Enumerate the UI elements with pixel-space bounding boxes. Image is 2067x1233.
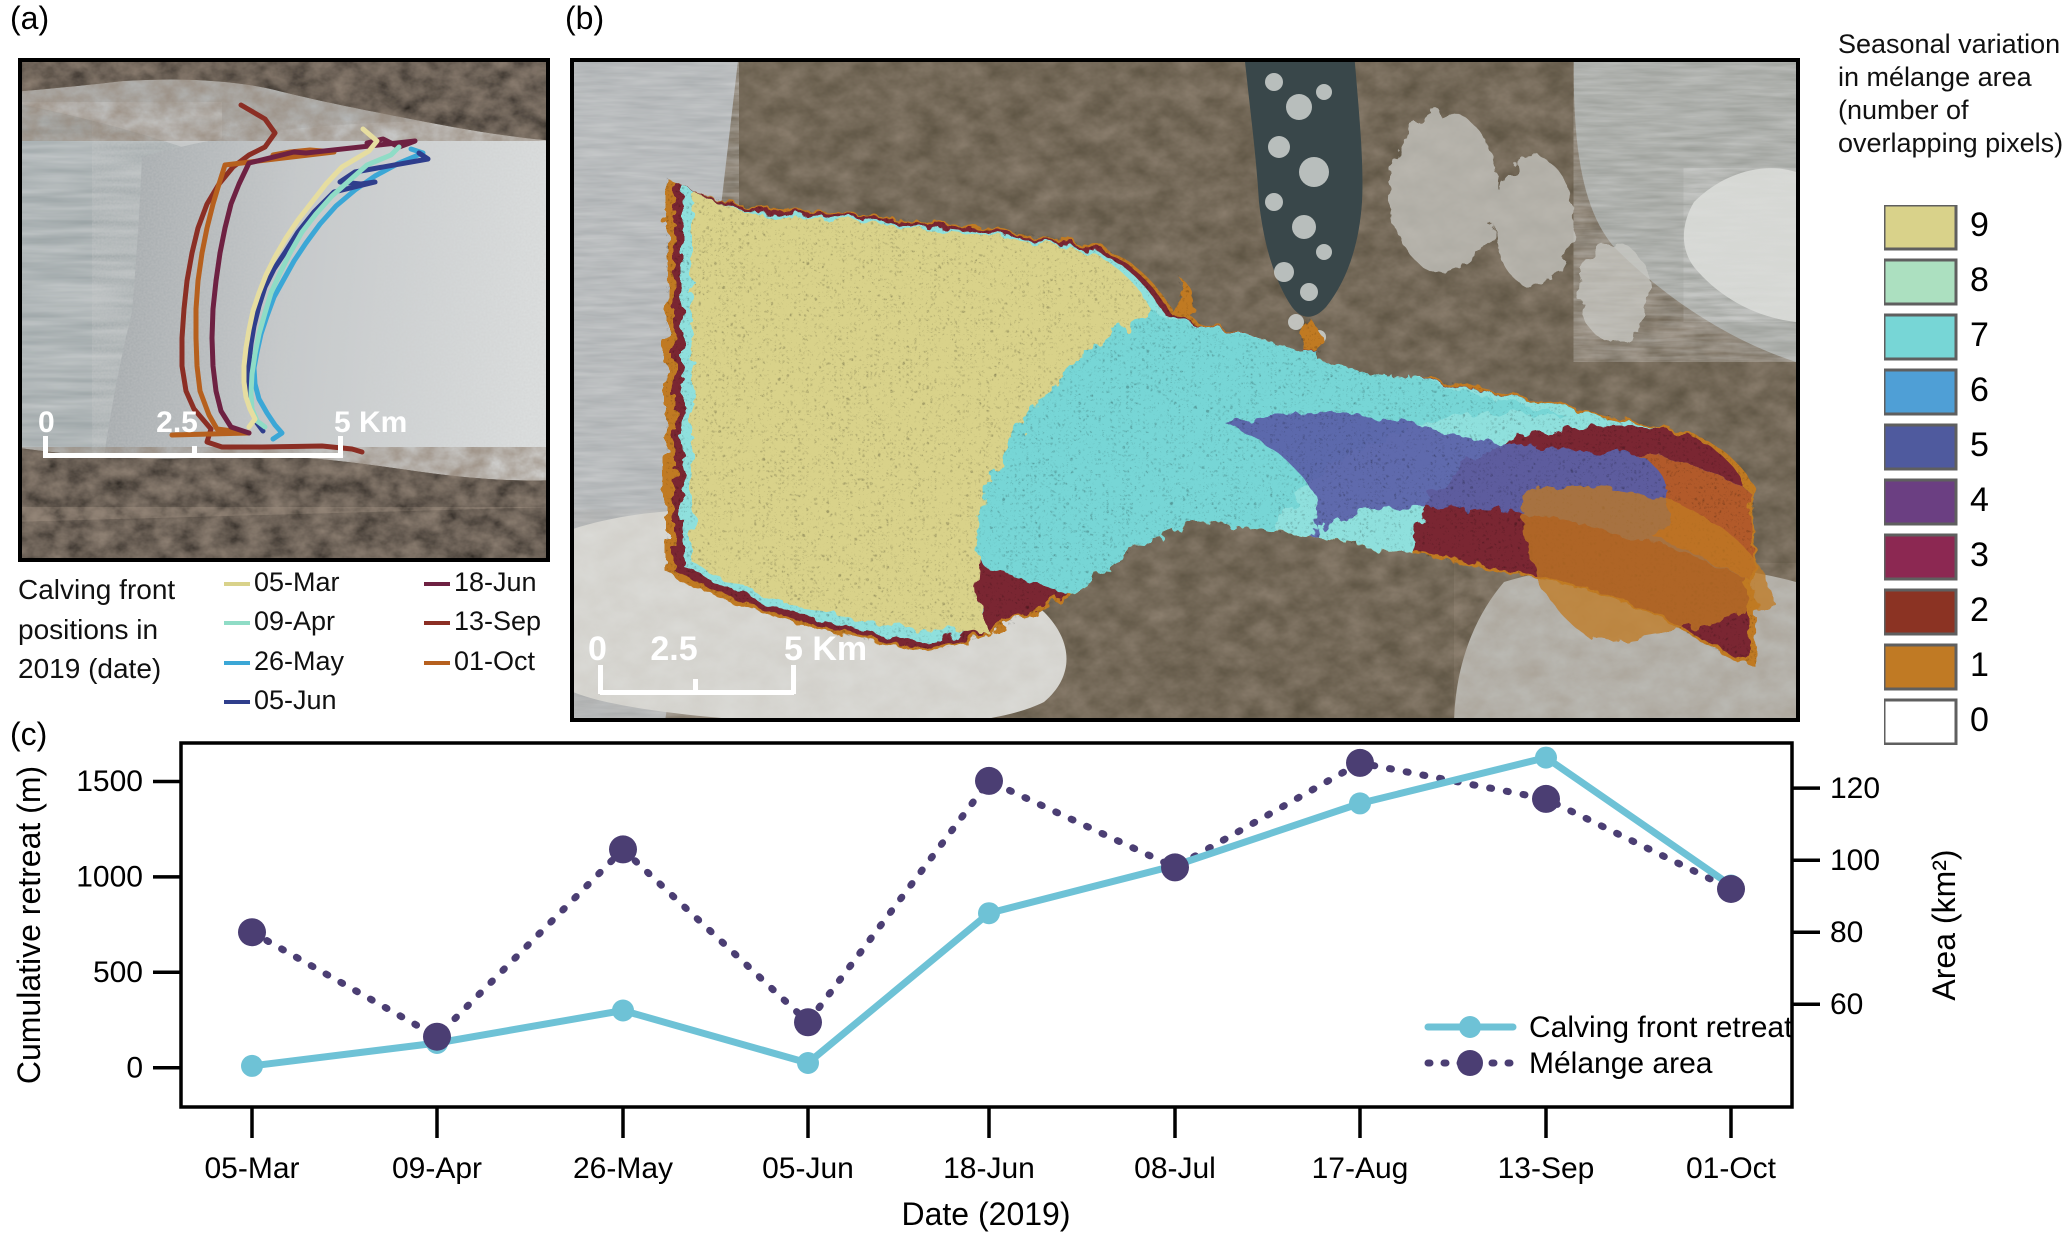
- svg-text:05-Mar: 05-Mar: [204, 1152, 299, 1185]
- svg-text:08-Jul: 08-Jul: [1134, 1152, 1216, 1185]
- svg-text:18-Jun: 18-Jun: [943, 1152, 1035, 1185]
- svg-text:Date (2019): Date (2019): [902, 1196, 1071, 1232]
- svg-text:17-Aug: 17-Aug: [1312, 1152, 1409, 1185]
- svg-text:09-Apr: 09-Apr: [392, 1152, 482, 1185]
- svg-text:0: 0: [126, 1052, 143, 1085]
- svg-text:500: 500: [93, 956, 143, 989]
- svg-text:120: 120: [1830, 772, 1880, 805]
- svg-text:Mélange area: Mélange area: [1529, 1047, 1713, 1080]
- svg-text:Calving front retreat: Calving front retreat: [1529, 1011, 1793, 1044]
- svg-text:80: 80: [1830, 916, 1863, 949]
- svg-text:13-Sep: 13-Sep: [1498, 1152, 1595, 1185]
- svg-text:01-Oct: 01-Oct: [1686, 1152, 1777, 1185]
- svg-text:100: 100: [1830, 844, 1880, 877]
- svg-text:Cumulative retreat (m): Cumulative retreat (m): [11, 766, 47, 1084]
- svg-text:Area (km²): Area (km²): [1926, 849, 1962, 1000]
- svg-text:1000: 1000: [76, 861, 143, 894]
- svg-text:1500: 1500: [76, 765, 143, 798]
- svg-text:60: 60: [1830, 988, 1863, 1021]
- svg-text:26-May: 26-May: [573, 1152, 673, 1185]
- svg-text:05-Jun: 05-Jun: [762, 1152, 854, 1185]
